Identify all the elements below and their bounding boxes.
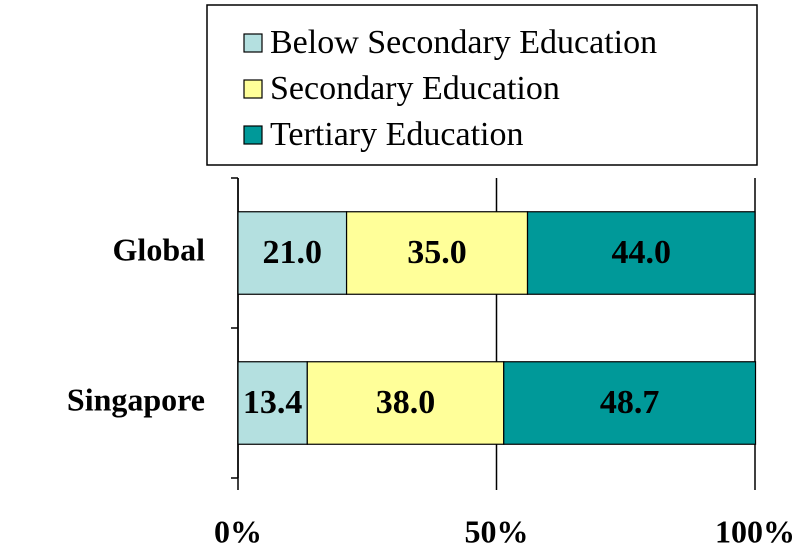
value-label: 44.0 (612, 234, 672, 271)
legend-label: Secondary Education (270, 70, 560, 107)
value-label: 21.0 (263, 234, 323, 271)
bar-segment (345, 211, 529, 295)
legend-swatch (243, 125, 263, 145)
legend-swatch (243, 33, 263, 53)
legend-box (206, 4, 758, 166)
bar-segment (526, 211, 756, 295)
bar-segment (237, 211, 348, 295)
x-tick-label: 0% (214, 513, 262, 549)
legend-label: Below Secondary Education (270, 24, 657, 61)
value-label: 38.0 (376, 384, 436, 421)
bar-segment (503, 361, 757, 445)
x-tick-label: 100% (715, 513, 795, 549)
value-label: 48.7 (600, 384, 660, 421)
value-label: 35.0 (407, 234, 467, 271)
category-label: Singapore (67, 381, 205, 417)
category-label: Global (113, 231, 206, 267)
bar-segment (237, 361, 308, 445)
legend-swatch (243, 79, 263, 99)
bar-segment (306, 361, 505, 445)
x-tick-label: 50% (465, 513, 529, 549)
value-label: 13.4 (243, 384, 303, 421)
legend-label: Tertiary Education (270, 116, 523, 153)
